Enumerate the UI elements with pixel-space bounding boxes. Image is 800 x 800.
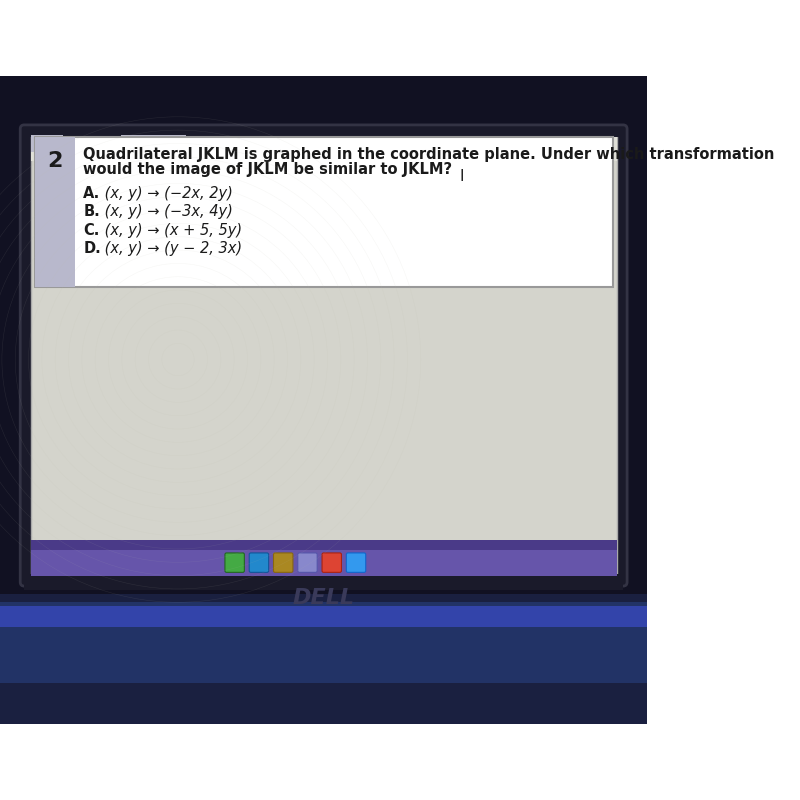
Text: I: I (459, 170, 464, 184)
FancyBboxPatch shape (20, 125, 627, 586)
Text: would the image of JKLM be similar to JKLM?: would the image of JKLM be similar to JK… (83, 162, 453, 177)
Polygon shape (0, 602, 647, 683)
Text: 2: 2 (47, 151, 62, 171)
Text: DELL: DELL (293, 588, 354, 608)
Polygon shape (122, 135, 186, 149)
Polygon shape (34, 137, 75, 286)
Text: A.: A. (83, 186, 101, 201)
Text: (x, y) → (y − 2, 3x): (x, y) → (y − 2, 3x) (99, 242, 242, 257)
Polygon shape (0, 594, 647, 724)
Polygon shape (24, 574, 623, 590)
Polygon shape (0, 76, 647, 724)
Polygon shape (0, 606, 647, 626)
Text: (x, y) → (−2x, 2y): (x, y) → (−2x, 2y) (99, 186, 232, 201)
FancyBboxPatch shape (225, 553, 244, 572)
Polygon shape (30, 135, 63, 151)
Polygon shape (30, 135, 617, 162)
FancyBboxPatch shape (274, 553, 293, 572)
FancyBboxPatch shape (250, 553, 269, 572)
Text: Quadrilateral JKLM is graphed in the coordinate plane. Under which transformatio: Quadrilateral JKLM is graphed in the coo… (83, 146, 774, 162)
Polygon shape (30, 550, 617, 575)
Polygon shape (30, 540, 617, 550)
FancyBboxPatch shape (298, 553, 317, 572)
FancyBboxPatch shape (322, 553, 342, 572)
FancyBboxPatch shape (30, 135, 617, 575)
Text: (x, y) → (−3x, 4y): (x, y) → (−3x, 4y) (99, 204, 232, 219)
Text: C.: C. (83, 222, 100, 238)
Text: (x, y) → (x + 5, 5y): (x, y) → (x + 5, 5y) (99, 222, 242, 238)
FancyBboxPatch shape (34, 137, 613, 286)
FancyBboxPatch shape (346, 553, 366, 572)
Polygon shape (24, 133, 623, 137)
Text: B.: B. (83, 204, 100, 219)
Text: D.: D. (83, 242, 101, 257)
